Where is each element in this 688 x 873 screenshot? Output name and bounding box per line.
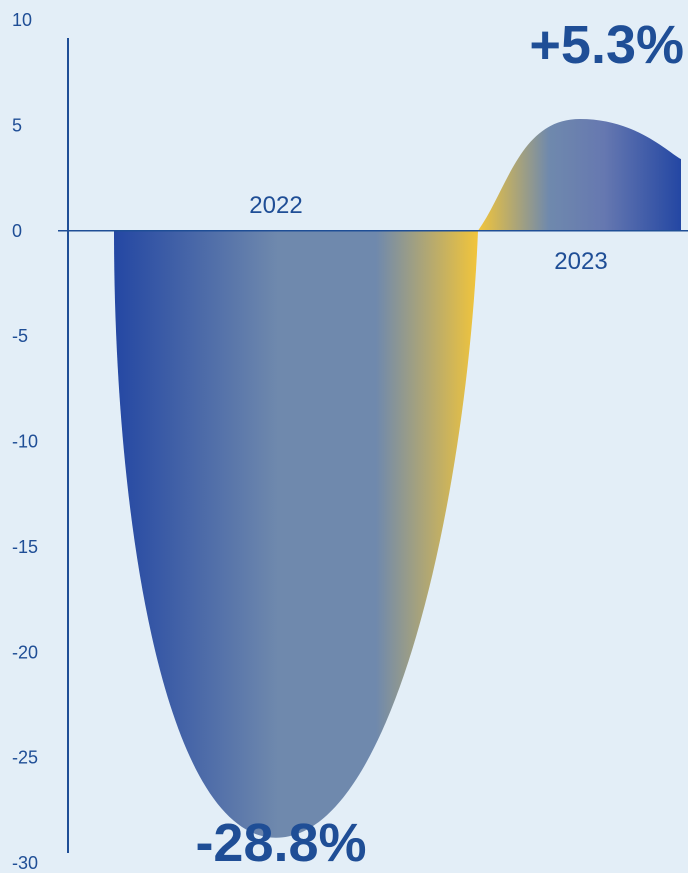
value-label-2022: -28.8% — [195, 813, 366, 873]
y-tick-label: 5 — [12, 115, 22, 135]
category-labels: 2022 2023 — [249, 192, 607, 275]
value-label-2023: +5.3% — [529, 15, 684, 75]
y-axis: 10 5 0 -5 -10 -15 -20 -25 -30 — [12, 10, 69, 873]
y-tick-label: -30 — [12, 853, 38, 873]
y-tick-label: -5 — [12, 326, 28, 346]
y-tick-label: -20 — [12, 642, 38, 662]
y-tick-label: 10 — [12, 10, 32, 30]
value-annotations: -28.8% +5.3% — [195, 15, 684, 873]
area-mark-2023 — [478, 119, 681, 231]
y-tick-label: -25 — [12, 748, 38, 768]
y-tick-label: -15 — [12, 537, 38, 557]
series-area — [114, 119, 681, 838]
y-tick-label: 0 — [12, 221, 22, 241]
category-label-2022: 2022 — [249, 192, 302, 219]
category-label-2023: 2023 — [554, 248, 607, 275]
area-mark-2022 — [114, 230, 478, 838]
y-tick-label: -10 — [12, 432, 38, 452]
